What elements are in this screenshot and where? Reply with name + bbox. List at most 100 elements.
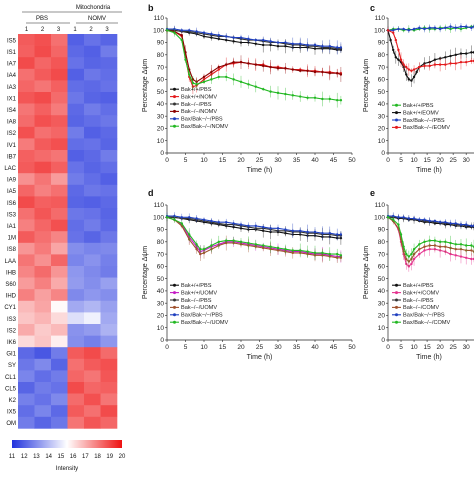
colorbar-tick-label: 11: [9, 454, 16, 460]
data-point: [405, 73, 408, 76]
heatmap-cell: [34, 219, 52, 232]
x-tick-label: 20: [237, 157, 245, 164]
heatmap-cell: [34, 242, 52, 255]
heatmap-cell: [84, 103, 101, 116]
heatmap-cell: [100, 219, 118, 232]
heatmap-cell: [18, 68, 35, 81]
heatmap-row-label: IS4: [7, 108, 17, 114]
x-tick-label: 30: [463, 157, 471, 164]
data-point: [247, 62, 250, 65]
y-axis-label: Percentage Δψm: [363, 246, 370, 299]
data-point: [410, 262, 413, 266]
heatmap-cell: [67, 138, 85, 151]
x-tick-label: 35: [293, 344, 301, 351]
x-tick-label: 20: [437, 157, 445, 164]
data-point: [459, 60, 463, 64]
heatmap-cell: [100, 242, 118, 255]
y-tick-label: 60: [378, 264, 386, 271]
y-tick-label: 110: [375, 15, 386, 22]
legend-entry: Bak+/+/PBS: [403, 283, 434, 289]
data-point: [449, 54, 452, 58]
y-tick-label: 90: [378, 40, 386, 47]
data-point: [415, 70, 418, 74]
heatmap-row-label: IS6: [7, 201, 17, 207]
data-point: [397, 216, 400, 219]
heatmap-cell: [84, 358, 101, 371]
legend-marker: [173, 313, 176, 317]
data-point: [291, 68, 294, 71]
heatmap-cell: [51, 312, 68, 325]
heatmap-cell: [84, 68, 101, 81]
heatmap-cell: [84, 312, 101, 325]
data-point: [202, 80, 206, 84]
heatmap-cell: [100, 416, 118, 429]
data-point: [217, 75, 220, 79]
y-tick-label: 60: [157, 77, 165, 84]
data-point: [173, 31, 176, 34]
colorbar-ticks: 11 12 13 14 15 16 17 18 19 20: [9, 454, 126, 460]
data-point: [306, 96, 309, 99]
data-point: [232, 60, 235, 64]
heatmap-cell: [51, 115, 68, 128]
y-tick-label: 90: [157, 40, 165, 47]
x-tick-label: 25: [450, 157, 458, 164]
legend-entry: Bax/Bak−/−/PBS: [181, 313, 223, 319]
data-point: [195, 217, 198, 220]
data-point: [210, 219, 213, 223]
panel-label-e: e: [370, 188, 375, 198]
y-tick-label: 30: [157, 113, 165, 120]
data-point: [202, 247, 206, 251]
legend-marker: [395, 305, 398, 309]
heatmap-cell: [100, 208, 118, 220]
data-point: [336, 46, 339, 49]
data-point: [470, 26, 473, 30]
heatmap-cell: [100, 115, 118, 128]
heatmap-cell: [67, 126, 85, 139]
data-point: [397, 27, 400, 31]
y-tick-label: 70: [378, 64, 386, 71]
data-point: [262, 64, 265, 68]
data-point: [412, 68, 416, 71]
heatmap-row-label: IV1: [7, 143, 17, 149]
heatmap-cell: [84, 45, 101, 58]
heatmap-cell: [100, 231, 118, 244]
data-point: [328, 252, 331, 256]
data-point: [386, 216, 390, 219]
heatmap-row-label: IS2: [7, 131, 17, 137]
heatmap-row-label: IX5: [7, 410, 17, 416]
heatmap-cell: [67, 68, 85, 81]
data-point: [184, 51, 187, 54]
data-point: [254, 85, 257, 88]
x-tick-label: 45: [330, 344, 338, 351]
data-point: [423, 218, 426, 221]
heatmap-row-label: S60: [5, 282, 16, 288]
heatmap-cell: [18, 115, 35, 128]
heatmap-cell: [84, 92, 101, 104]
data-point: [389, 38, 392, 42]
heatmap-cell: [67, 382, 85, 394]
data-point: [444, 240, 447, 244]
heatmap-cell: [51, 161, 68, 174]
heatmap-cell: [51, 92, 68, 104]
y-tick-label: 30: [157, 300, 165, 307]
heatmap-cell: [51, 324, 68, 336]
data-point: [254, 243, 257, 246]
heatmap-cell: [18, 324, 35, 336]
heatmap-cell: [18, 34, 35, 46]
heatmap-cell: [34, 254, 52, 267]
legend-marker: [173, 291, 176, 295]
data-point: [433, 26, 437, 30]
data-point: [202, 35, 206, 38]
data-point: [464, 256, 468, 259]
data-point: [291, 94, 294, 97]
data-point: [299, 69, 302, 72]
heatmap-cell: [18, 266, 35, 278]
data-point: [180, 38, 183, 42]
heatmap-group-pbs: PBS: [36, 16, 48, 22]
data-point: [188, 73, 191, 76]
heatmap-cell: [67, 358, 85, 371]
heatmap-cell: [18, 173, 35, 186]
data-point: [239, 60, 243, 64]
data-point: [438, 220, 442, 224]
data-point: [328, 232, 331, 235]
